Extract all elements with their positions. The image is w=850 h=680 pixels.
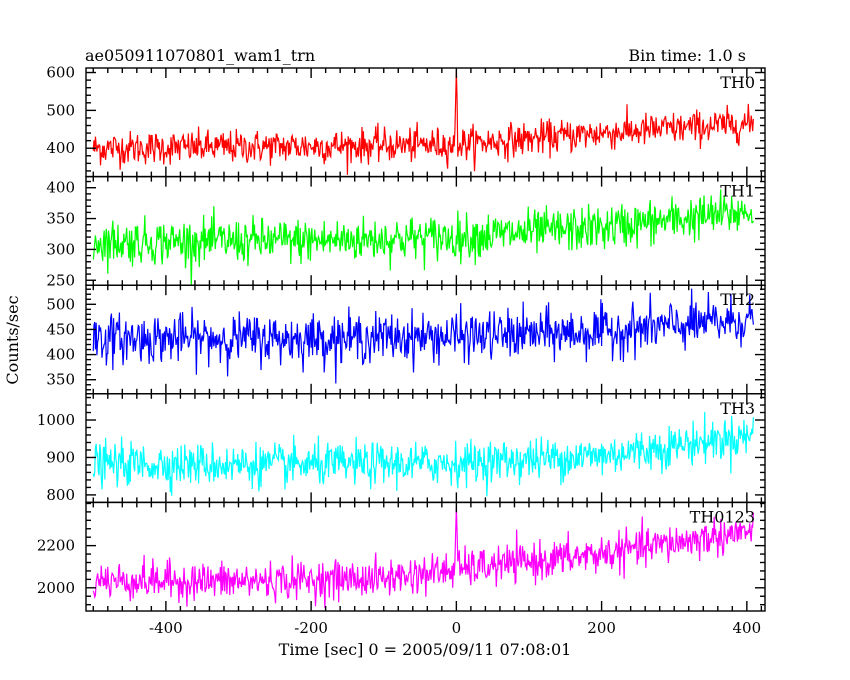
y-tick-label: 300 [46,240,75,258]
series-line-th0 [92,70,754,175]
x-tick-label: 400 [733,619,762,637]
series-line-th3 [92,411,754,497]
y-axis-label: Counts/sec [3,295,22,384]
panel-th3: 800 900 1000 TH3 [37,393,766,504]
y-tick-label: 500 [46,101,75,119]
y-tick-label: 1000 [37,411,75,429]
panel-label-th0: TH0 [720,73,755,92]
x-tick-label: -200 [294,619,328,637]
x-tick-label: -400 [149,619,183,637]
y-tick-label: 350 [46,371,75,389]
panel-th0: 400 500 600 TH0 [46,64,766,178]
y-tick-label: 450 [46,320,75,338]
y-tick-label: 2200 [37,537,75,555]
y-tick-label: 400 [46,139,75,157]
panel-label-th1: TH1 [720,182,755,201]
panels-group: 400 500 600 TH0 250 300 350 400 TH1 350 400 450 500 T… [37,64,766,637]
chart-title: ae050911070801_wam1_trn [85,46,315,65]
y-tick-label: 900 [46,448,75,466]
y-tick-label: 350 [46,210,75,228]
y-tick-label: 600 [46,64,75,82]
x-tick-label: 200 [587,619,616,637]
y-tick-label: 2000 [37,579,75,597]
panel-th1: 250 300 350 400 TH1 [46,175,766,289]
panel-frame [85,501,766,612]
y-tick-label: 250 [46,271,75,289]
panel-label-th0123: TH0123 [690,507,755,526]
x-tick-label: 0 [452,619,462,637]
y-tick-label: 400 [46,179,75,197]
panel-label-th2: TH2 [720,290,755,309]
y-tick-label: 400 [46,346,75,364]
panel-th2: 350 400 450 500 TH2 [46,284,766,395]
panel-label-th3: TH3 [720,399,755,418]
bin-time-label: Bin time: 1.0 s [628,46,746,65]
series-line-th2 [92,288,754,384]
series-line-th0123 [92,507,754,609]
x-axis-label: Time [sec] 0 = 2005/09/11 07:08:01 [279,640,572,659]
y-tick-label: 800 [46,486,75,504]
series-line-th1 [92,189,754,286]
panel-th0123: 2000 2200 TH0123 [37,501,766,612]
y-tick-label: 500 [46,295,75,313]
